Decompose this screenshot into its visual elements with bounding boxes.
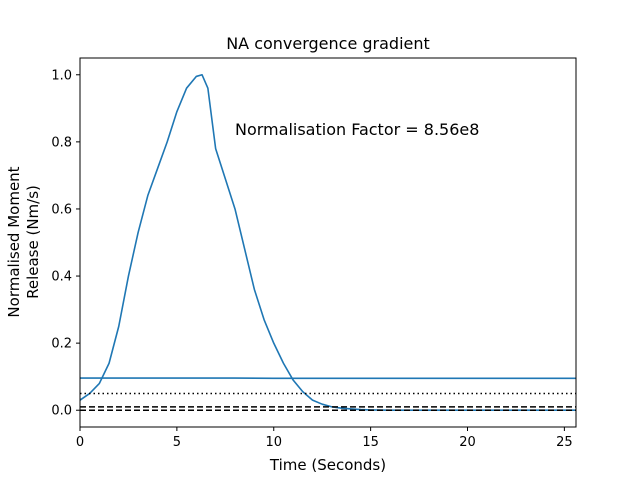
x-tick-label: 20 — [459, 435, 476, 450]
y-axis-label-line-1: Normalised Moment — [5, 166, 23, 317]
y-axis-label-line-2: Release (Nm/s) — [24, 185, 42, 299]
normalisation-factor-annotation: Normalisation Factor = 8.56e8 — [235, 120, 479, 139]
x-tick-label: 10 — [265, 435, 282, 450]
y-tick-label: 0.0 — [51, 404, 72, 419]
x-tick-label: 25 — [556, 435, 573, 450]
x-tick-label: 0 — [76, 435, 84, 450]
x-tick-label: 15 — [362, 435, 379, 450]
x-ticks: 0 5 10 15 20 25 — [76, 427, 573, 450]
y-tick-label: 0.4 — [51, 270, 72, 285]
x-axis-label: Time (Seconds) — [269, 456, 386, 474]
series-layer — [80, 73, 576, 412]
y-ticks: 0.0 0.2 0.4 0.6 0.8 1.0 — [51, 68, 80, 419]
y-tick-label: 0.6 — [51, 202, 72, 217]
y-tick-label: 0.8 — [51, 135, 72, 150]
y-tick-label: 0.2 — [51, 337, 72, 352]
plot-frame — [79, 57, 577, 428]
chart-title: NA convergence gradient — [226, 34, 430, 53]
x-tick-label: 5 — [173, 435, 181, 450]
y-axis-label: Normalised Moment Release (Nm/s) — [5, 166, 42, 317]
y-tick-label: 1.0 — [51, 68, 72, 83]
